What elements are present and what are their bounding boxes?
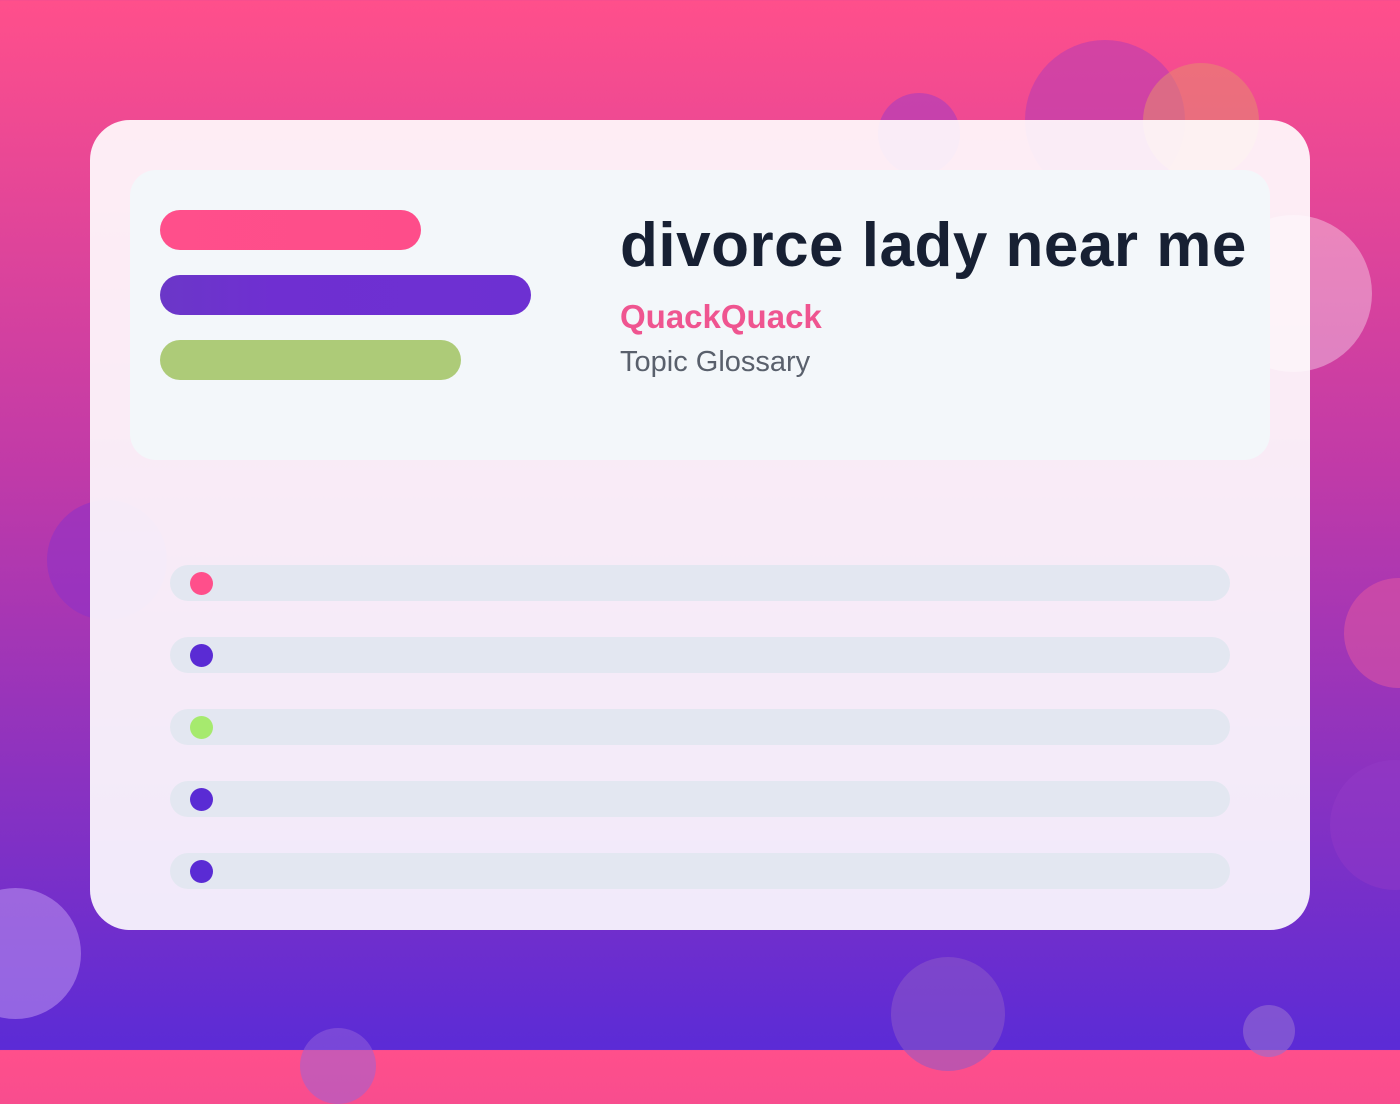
list-item <box>170 853 1230 889</box>
glossary-card: divorce lady near me QuackQuack Topic Gl… <box>90 120 1310 930</box>
header-panel: divorce lady near me QuackQuack Topic Gl… <box>130 170 1270 460</box>
background-bubble <box>1330 760 1400 890</box>
background-bubble <box>891 957 1005 1071</box>
background-bubble <box>300 1028 376 1104</box>
list-item <box>170 781 1230 817</box>
list-item <box>170 565 1230 601</box>
background-bubble <box>1243 1005 1295 1057</box>
background-bubble <box>1344 578 1400 688</box>
background-bubble <box>0 888 81 1019</box>
accent-bar-pink <box>160 210 421 250</box>
bullet-dot <box>190 572 213 595</box>
bullet-dot <box>190 788 213 811</box>
accent-bar-purple <box>160 275 531 315</box>
bullet-dot <box>190 716 213 739</box>
list-item <box>170 637 1230 673</box>
accent-bar-green <box>160 340 461 380</box>
brand-name: QuackQuack <box>620 298 822 335</box>
bullet-dot <box>190 860 213 883</box>
page-title: divorce lady near me <box>620 211 1247 280</box>
list-item <box>170 709 1230 745</box>
page-subtitle: Topic Glossary <box>620 346 811 378</box>
bullet-dot <box>190 644 213 667</box>
